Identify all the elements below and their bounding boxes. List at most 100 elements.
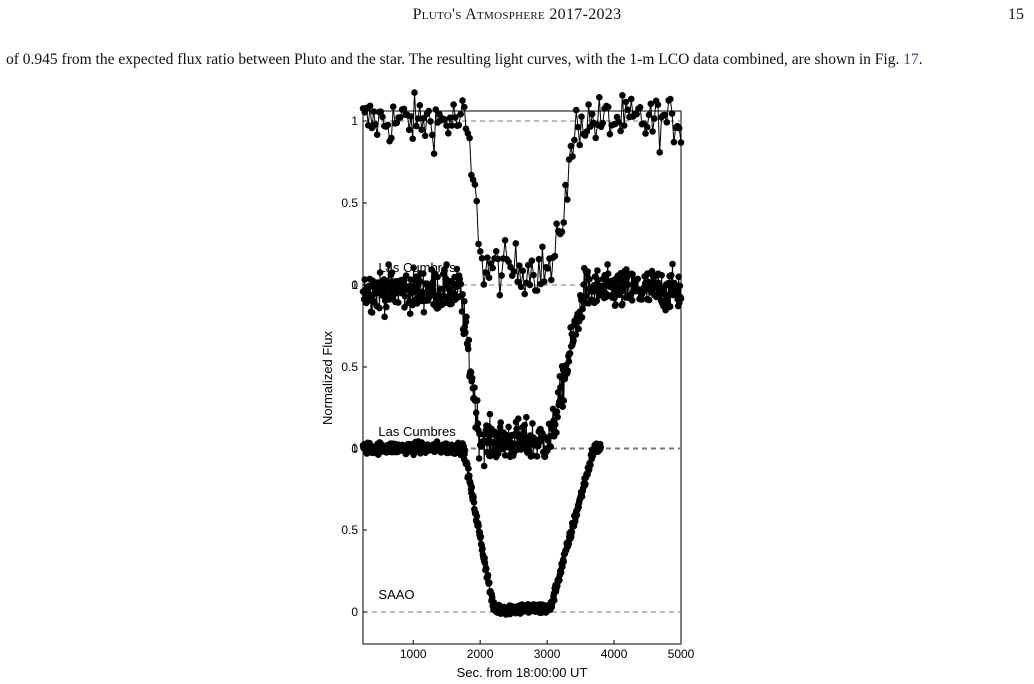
data-point <box>470 493 477 501</box>
data-point <box>634 275 642 283</box>
panel-label: 1m <box>382 439 400 454</box>
y-tick-label: 0 <box>351 605 358 619</box>
data-point <box>623 266 630 273</box>
data-point <box>568 528 576 536</box>
data-point <box>539 243 546 251</box>
data-point <box>465 336 473 344</box>
data-point <box>383 303 390 311</box>
data-point <box>520 429 528 437</box>
data-point <box>544 265 552 272</box>
y-tick-label: 0 <box>351 442 358 456</box>
data-point <box>596 94 603 101</box>
data-point <box>510 268 518 275</box>
data-point <box>613 113 621 121</box>
data-point <box>453 265 461 273</box>
data-point <box>474 397 481 404</box>
data-point <box>475 240 482 248</box>
data-point <box>495 450 502 457</box>
data-point <box>599 119 607 127</box>
data-point <box>465 465 472 472</box>
data-point <box>564 367 572 375</box>
y-tick-label: 0.5 <box>341 360 358 374</box>
x-tick-label: 1000 <box>400 647 427 661</box>
data-point <box>429 131 436 139</box>
data-point <box>560 397 568 404</box>
data-point <box>658 272 665 279</box>
data-point <box>548 276 555 284</box>
data-point <box>582 480 589 488</box>
data-point <box>410 264 417 272</box>
data-point <box>416 278 424 286</box>
data-point <box>471 384 478 391</box>
data-point <box>388 269 396 276</box>
data-point <box>420 115 427 122</box>
data-point <box>443 122 450 129</box>
data-point <box>642 130 649 137</box>
data-point <box>455 121 463 129</box>
data-point <box>402 272 410 279</box>
data-point <box>393 119 401 127</box>
data-point <box>585 101 592 108</box>
data-point <box>379 113 386 121</box>
data-point <box>420 308 428 316</box>
data-series <box>359 89 685 618</box>
data-point <box>619 92 626 99</box>
data-point <box>551 252 559 260</box>
data-point <box>484 254 491 261</box>
data-point <box>615 118 623 126</box>
data-point <box>484 439 492 447</box>
data-point <box>570 337 577 344</box>
data-point <box>629 271 636 278</box>
data-point <box>540 278 548 285</box>
data-point <box>420 270 427 278</box>
data-point <box>472 409 480 417</box>
data-point <box>401 304 408 311</box>
data-point <box>468 483 476 491</box>
y-tick-label: 1 <box>351 441 358 455</box>
data-point <box>676 282 684 290</box>
data-point <box>406 310 414 318</box>
data-point <box>389 103 397 110</box>
data-point <box>437 285 444 293</box>
data-point <box>505 423 512 431</box>
data-point <box>425 107 433 115</box>
data-point <box>622 98 630 106</box>
data-point <box>524 261 532 269</box>
data-point <box>576 141 583 149</box>
data-point <box>547 443 554 450</box>
data-point <box>516 262 523 269</box>
data-point <box>535 255 543 263</box>
data-point <box>648 267 656 275</box>
panel-label: SAAO <box>378 587 414 602</box>
data-point <box>593 297 601 305</box>
data-point <box>645 111 653 119</box>
panel-label: Las Cumbres <box>378 424 456 439</box>
data-point <box>560 219 567 226</box>
panel-label: Las Cumbres <box>378 260 456 275</box>
data-point <box>457 280 465 288</box>
data-point <box>496 291 504 299</box>
figure-reference-link[interactable]: 17 <box>903 51 919 68</box>
data-point <box>484 571 492 579</box>
data-point <box>479 545 486 553</box>
data-point <box>556 576 563 584</box>
data-point <box>475 522 482 530</box>
data-point <box>572 331 580 339</box>
data-point <box>446 114 454 121</box>
data-point <box>628 297 636 304</box>
data-point <box>481 554 488 562</box>
paragraph-text: of 0.945 from the expected flux ratio be… <box>6 51 900 68</box>
data-point <box>533 453 541 460</box>
data-point <box>489 264 497 272</box>
data-point <box>474 420 482 427</box>
data-point <box>675 273 682 281</box>
data-point <box>416 102 424 109</box>
data-point <box>578 113 585 120</box>
page-number: 15 <box>1008 6 1024 23</box>
data-point <box>573 511 581 519</box>
data-point <box>638 296 645 303</box>
data-point <box>481 559 489 567</box>
data-point <box>584 268 591 275</box>
data-point <box>668 271 675 279</box>
